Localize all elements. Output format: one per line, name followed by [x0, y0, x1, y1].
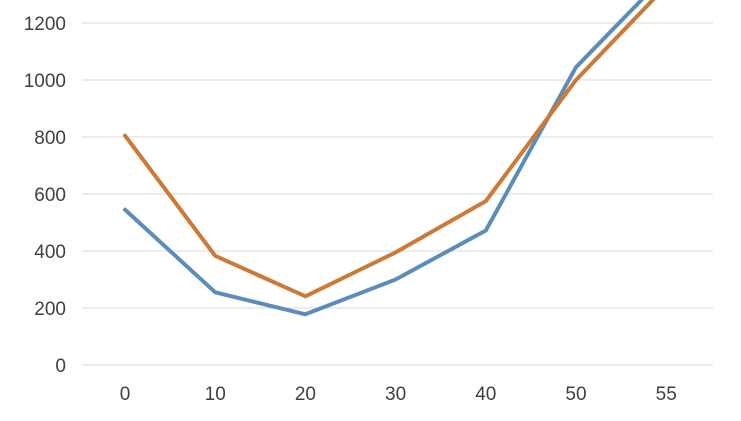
y-tick-label: 1200	[24, 14, 66, 35]
series-line-2	[123, 0, 656, 299]
gridlines	[82, 22, 713, 366]
x-tick-label: 50	[565, 384, 586, 405]
x-tick-label: 40	[475, 384, 496, 405]
x-axis: 0 10 20 30 40 50 55	[120, 384, 677, 405]
y-tick-label: 0	[55, 356, 66, 377]
x-tick-label: 10	[205, 384, 226, 405]
x-tick-label: 20	[295, 384, 316, 405]
y-tick-label: 1000	[24, 71, 66, 92]
y-tick-label: 400	[34, 242, 66, 263]
y-axis: 0 200 400 600 800 1000 1200	[24, 14, 66, 377]
y-tick-label: 800	[34, 128, 66, 149]
x-tick-label: 55	[656, 384, 677, 405]
x-tick-label: 30	[385, 384, 406, 405]
x-tick-label: 0	[120, 384, 131, 405]
y-tick-label: 600	[34, 185, 66, 206]
series-line-1	[123, 0, 645, 317]
y-tick-label: 200	[34, 299, 66, 320]
series-lines	[123, 0, 656, 317]
